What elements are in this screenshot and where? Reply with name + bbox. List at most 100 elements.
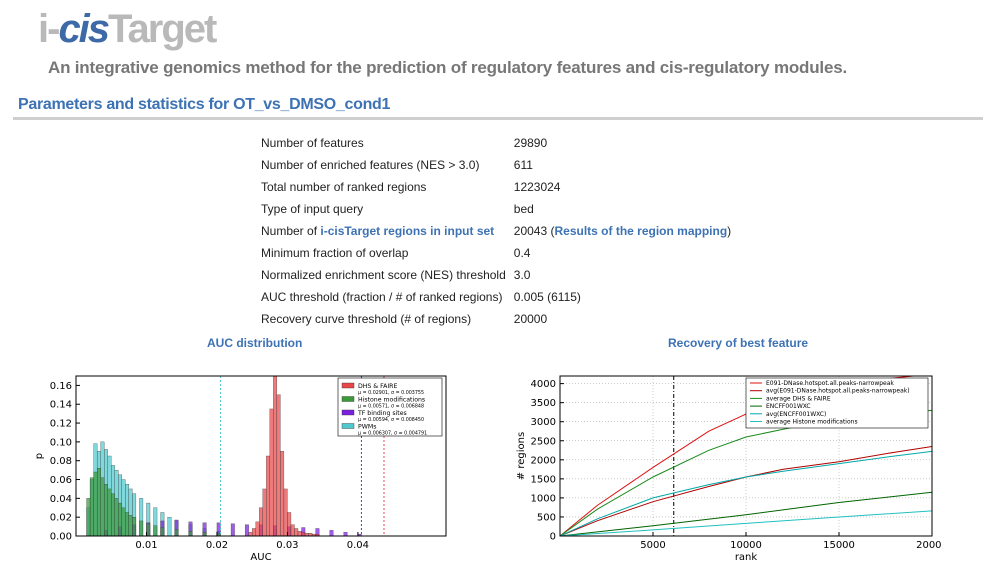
param-label: Type of input query <box>261 202 364 216</box>
histogram-bar <box>139 520 144 536</box>
histogram-bar <box>111 493 115 536</box>
y-tick-label: 0.16 <box>50 381 72 392</box>
y-tick-label: 0.12 <box>50 419 72 430</box>
histogram-bar <box>329 530 334 536</box>
legend-entry: PWMs <box>358 424 376 431</box>
y-tick-label: 0 <box>550 532 556 543</box>
input-regions-link[interactable]: i-cisTarget regions in input set <box>320 224 495 238</box>
y-tick-label: 500 <box>537 512 556 523</box>
y-axis-label: p <box>34 453 45 459</box>
legend-swatch <box>341 423 355 429</box>
table-row: Type of input query bed <box>257 198 735 220</box>
histogram-bar <box>118 502 122 536</box>
y-tick-label: 4000 <box>531 379 556 390</box>
x-axis-label: rank <box>735 552 758 563</box>
x-axis-label: AUC <box>250 552 271 563</box>
region-mapping-link[interactable]: Results of the region mapping <box>554 224 728 238</box>
x-tick-label: 0.04 <box>347 540 369 551</box>
param-value: bed <box>513 202 534 216</box>
legend-entry: ENCFF001WXC <box>766 403 811 410</box>
param-label: Normalized enrichment score (NES) thresh… <box>261 268 506 282</box>
auc-figure-title: AUC distribution <box>207 336 303 350</box>
param-label: Total number of ranked regions <box>261 180 427 194</box>
param-value: 1223024 <box>513 180 561 194</box>
histogram-bar <box>276 394 281 536</box>
histogram-bar <box>125 512 130 536</box>
histogram-bar <box>167 517 172 536</box>
y-tick-label: 0.02 <box>50 513 72 524</box>
histogram-bar <box>86 498 91 536</box>
histogram-bar <box>128 515 133 536</box>
y-tick-label: 3000 <box>531 417 556 428</box>
page-title: Parameters and statistics for OT_vs_DMSO… <box>18 96 391 113</box>
histogram-bar <box>301 532 306 536</box>
histogram-bar <box>174 529 179 536</box>
auc-distribution-chart: 0.00 0.02 0.04 0.06 0.08 0.10 0.12 0.14 0.16 0.01… <box>34 375 447 563</box>
tagline: An integrative genomics method for the p… <box>48 58 847 77</box>
legend-stat: μ = 0.00571, σ = 0.006848 <box>358 404 424 410</box>
histogram-bar <box>93 471 98 536</box>
legend-box <box>745 377 929 429</box>
param-value: 0.005 (6115) <box>513 290 581 304</box>
legend-entry: average Histone modifications <box>766 419 858 426</box>
y-tick-label: 1000 <box>531 493 556 504</box>
histogram-bar <box>104 484 108 536</box>
app-logo: i-cisTarget <box>38 6 217 52</box>
table-row: Recovery curve threshold (# of regions) 2… <box>257 308 735 330</box>
histogram-bar <box>114 498 119 536</box>
histogram-bar <box>89 477 94 536</box>
histogram-bar <box>188 521 193 536</box>
y-tick-label: 0.10 <box>50 437 72 448</box>
histogram-bar <box>290 524 295 536</box>
logo-cis: cis <box>58 7 110 51</box>
paren-open: ( <box>547 224 555 238</box>
input-regions-count: 20043 <box>513 224 548 238</box>
param-value: 611 <box>513 158 533 172</box>
param-label: AUC threshold (fraction / # of ranked re… <box>261 290 503 304</box>
legend-entry: avg(E091-DNase.hotspot.all.peaks-narrowp… <box>766 388 910 395</box>
histogram-bar <box>132 493 137 536</box>
legend-swatch <box>341 382 355 389</box>
histogram-bar <box>153 525 158 536</box>
histogram-bar <box>188 531 193 536</box>
legend-entry: Histone modifications <box>358 397 425 404</box>
y-tick-label: 0.04 <box>50 494 72 505</box>
param-label: Number of features <box>261 136 364 150</box>
recovery-figure-title: Recovery of best feature <box>668 336 809 350</box>
histogram-bar <box>202 532 207 536</box>
table-row: Minimum fraction of overlap 0.4 <box>257 242 735 264</box>
histogram-bar <box>255 521 260 536</box>
histogram-bar <box>294 528 299 536</box>
histogram-bar <box>297 531 302 536</box>
param-label: Recovery curve threshold (# of regions) <box>261 312 472 326</box>
y-tick-label: 0.14 <box>50 400 72 411</box>
legend-entry: E091-DNase.hotspot.all.peaks-narrowpeak <box>766 380 894 387</box>
logo-suffix: Target <box>108 7 217 51</box>
plot-area <box>86 376 385 536</box>
series-line <box>560 491 932 536</box>
legend-stat: μ = 0.00594, σ = 0.008450 <box>358 417 424 423</box>
histogram-bar <box>269 408 274 536</box>
histogram-bar <box>273 376 278 536</box>
plot-frame <box>75 375 447 537</box>
histogram-bar <box>259 507 263 536</box>
legend-swatch <box>341 396 355 402</box>
table-row: Number of i-cisTarget regions in input s… <box>257 220 735 242</box>
param-label: Number of i-cisTarget regions in input s… <box>257 220 510 242</box>
histogram-bar <box>280 451 285 536</box>
histogram-bar <box>107 488 112 536</box>
legend-entry: average DHS & FAIRE <box>766 395 831 402</box>
param-label: Number of enriched features (NES > 3.0) <box>261 158 480 172</box>
x-tick-label: 0.02 <box>206 540 228 551</box>
y-axis-label: # regions <box>516 432 527 480</box>
series-line <box>560 510 932 536</box>
histogram-bar <box>146 523 151 536</box>
y-tick-label: 3500 <box>531 398 556 409</box>
histogram-bar <box>244 524 249 536</box>
histogram-bar <box>146 502 151 536</box>
histogram-bar <box>248 532 253 536</box>
y-tick-label: 2000 <box>531 455 556 466</box>
histogram-bar <box>132 517 137 536</box>
table-row: Total number of ranked regions 1223024 <box>257 176 735 198</box>
histogram-bar <box>287 512 292 536</box>
